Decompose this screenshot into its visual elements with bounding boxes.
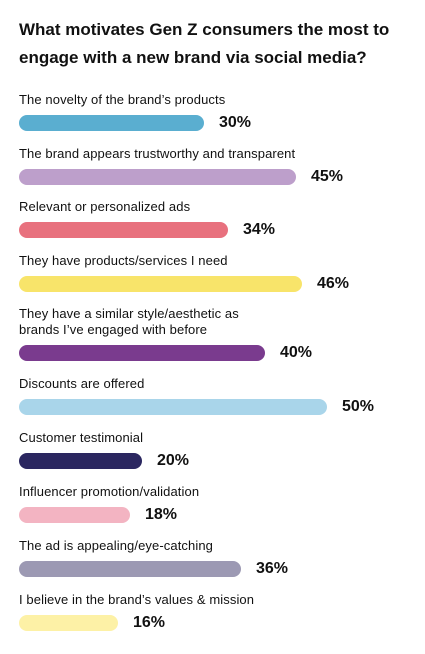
category-label: Customer testimonial <box>19 430 144 445</box>
bar <box>19 222 228 238</box>
bar-item: Customer testimonial 20% <box>19 430 409 472</box>
bar-item: They have products/services I need 46% <box>19 253 409 295</box>
bar-row: 18% <box>19 504 409 526</box>
bar <box>19 507 130 523</box>
bar-row: 46% <box>19 273 409 295</box>
bar-item: The ad is appealing/eye-catching 36% <box>19 538 409 580</box>
category-label: Influencer promotion/validation <box>19 484 200 499</box>
value-label: 34% <box>243 221 276 238</box>
bar-item: Influencer promotion/validation 18% <box>19 484 409 526</box>
category-label: I believe in the brand’s values & missio… <box>19 592 255 607</box>
value-label: 50% <box>342 398 375 415</box>
bar <box>19 399 327 415</box>
bar-item: Discounts are offered 50% <box>19 376 409 418</box>
value-label: 30% <box>219 114 252 131</box>
bar-row: 36% <box>19 558 409 580</box>
bar-item: The brand appears trustworthy and transp… <box>19 146 409 188</box>
bar-row: 45% <box>19 166 409 188</box>
category-label: The novelty of the brand’s products <box>19 92 226 107</box>
chart-title: What motivates Gen Z consumers the most … <box>19 20 390 67</box>
bar-row: 34% <box>19 219 409 241</box>
value-label: 45% <box>311 168 344 185</box>
bar <box>19 169 296 185</box>
bar <box>19 453 142 469</box>
bar-item: I believe in the brand’s values & missio… <box>19 592 409 634</box>
category-label: Discounts are offered <box>19 376 145 391</box>
bar-item: They have a similar style/aesthetic as b… <box>19 306 409 364</box>
bar-row: 20% <box>19 450 409 472</box>
bar-row: 50% <box>19 396 409 418</box>
bar-item: The novelty of the brand’s products 30% <box>19 92 409 134</box>
value-label: 20% <box>157 452 190 469</box>
bar-row: 40% <box>19 342 409 364</box>
bar <box>19 115 204 131</box>
value-label: 16% <box>133 614 166 631</box>
bar <box>19 276 302 292</box>
value-label: 18% <box>145 506 178 523</box>
bar-row: 30% <box>19 112 409 134</box>
bar <box>19 345 265 361</box>
value-label: 36% <box>256 560 289 577</box>
category-label: They have a similar style/aesthetic as b… <box>19 306 239 337</box>
bar-row: 16% <box>19 612 409 634</box>
value-label: 46% <box>317 275 350 292</box>
category-label: The brand appears trustworthy and transp… <box>19 146 296 161</box>
category-label: They have products/services I need <box>19 253 228 268</box>
value-label: 40% <box>280 344 313 361</box>
bar <box>19 561 241 577</box>
category-label: The ad is appealing/eye-catching <box>19 538 213 553</box>
category-label: Relevant or personalized ads <box>19 199 191 214</box>
bar-item: Relevant or personalized ads 34% <box>19 199 409 241</box>
bar <box>19 615 118 631</box>
